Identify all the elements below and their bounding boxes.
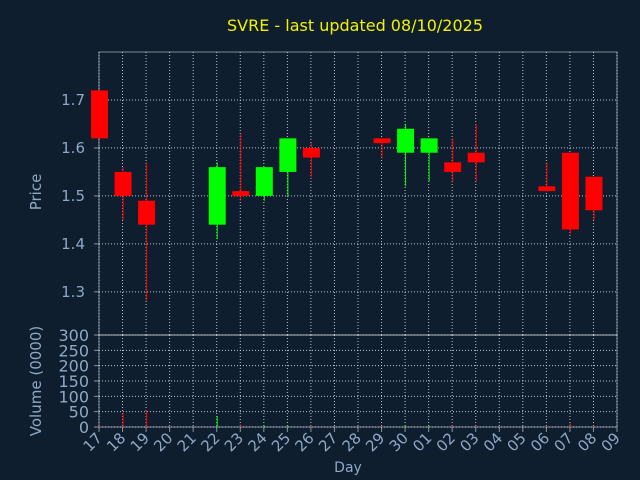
x-tick-label: 03 bbox=[456, 429, 482, 455]
x-tick-label: 18 bbox=[103, 429, 129, 455]
volume-bar bbox=[310, 425, 312, 427]
volume-bar bbox=[146, 410, 148, 427]
volume-bar bbox=[99, 426, 100, 427]
price-tick-label: 1.7 bbox=[61, 91, 85, 109]
x-tick-label: 05 bbox=[503, 429, 529, 455]
volume-tick-label: 250 bbox=[58, 341, 89, 360]
x-axis-label: Day bbox=[334, 460, 362, 476]
volume-bar bbox=[428, 426, 430, 427]
volume-tick-label: 0 bbox=[79, 418, 89, 437]
x-tick-label: 29 bbox=[362, 429, 388, 455]
candle-body bbox=[561, 152, 579, 230]
x-tick-label: 27 bbox=[315, 429, 341, 455]
volume-bar bbox=[546, 426, 548, 427]
volume-bar bbox=[216, 416, 218, 427]
volume-bar bbox=[405, 425, 407, 427]
volume-bar bbox=[122, 413, 124, 427]
candle-body bbox=[208, 167, 226, 225]
x-tick-label: 08 bbox=[574, 429, 600, 455]
x-tick-label: 09 bbox=[598, 429, 624, 455]
volume-tick-label: 150 bbox=[58, 372, 89, 391]
volume-bar bbox=[475, 426, 477, 427]
candle-body bbox=[114, 171, 132, 196]
x-tick-label: 23 bbox=[221, 429, 247, 455]
volume-bar bbox=[381, 426, 383, 427]
x-axis: 1718192021222324252627282930010203040506… bbox=[80, 427, 624, 455]
candle-body bbox=[444, 162, 462, 172]
candle-body bbox=[467, 152, 485, 163]
volume-tick-label: 200 bbox=[58, 357, 89, 376]
price-axis-label: Price bbox=[27, 174, 45, 211]
volume-bar bbox=[452, 425, 454, 427]
x-tick-label: 21 bbox=[174, 429, 200, 455]
x-tick-label: 04 bbox=[480, 429, 506, 455]
x-tick-label: 28 bbox=[339, 429, 365, 455]
candle-body bbox=[373, 138, 391, 144]
price-tick-label: 1.3 bbox=[61, 283, 85, 301]
chart-title: SVRE - last updated 08/10/2025 bbox=[227, 16, 483, 35]
volume-tick-label: 50 bbox=[69, 403, 89, 422]
candle-body bbox=[538, 186, 556, 192]
x-tick-label: 07 bbox=[551, 429, 577, 455]
x-tick-label: 01 bbox=[409, 429, 435, 455]
volume-axis-label: Volume (0000) bbox=[27, 326, 45, 436]
volume-bar bbox=[593, 425, 595, 427]
candle-body bbox=[255, 167, 273, 196]
x-tick-label: 02 bbox=[433, 429, 459, 455]
candle-body bbox=[420, 138, 438, 153]
x-tick-label: 24 bbox=[244, 429, 270, 455]
volume-bar bbox=[287, 425, 289, 427]
x-tick-label: 25 bbox=[268, 429, 294, 455]
price-tick-label: 1.4 bbox=[61, 235, 85, 253]
x-tick-label: 22 bbox=[197, 429, 223, 455]
price-tick-label: 1.5 bbox=[61, 187, 85, 205]
x-tick-label: 19 bbox=[127, 429, 153, 455]
x-tick-label: 06 bbox=[527, 429, 553, 455]
candle-body bbox=[138, 200, 156, 225]
candle-body bbox=[279, 138, 297, 172]
candle-body bbox=[585, 176, 603, 211]
volume-bar bbox=[263, 425, 265, 427]
price-tick-label: 1.6 bbox=[61, 139, 85, 157]
candle-body bbox=[91, 90, 108, 139]
candle-body bbox=[302, 147, 320, 158]
price-panel: 1.3 1.4 1.5 1.6 1.7 bbox=[61, 51, 618, 336]
volume-tick-label: 300 bbox=[58, 326, 89, 345]
candle-body bbox=[232, 191, 250, 196]
volume-bar bbox=[240, 424, 242, 427]
x-tick-label: 26 bbox=[292, 429, 318, 455]
x-tick-label: 20 bbox=[150, 429, 176, 455]
volume-bar bbox=[569, 423, 571, 427]
candle-body bbox=[397, 128, 415, 153]
x-tick-label: 30 bbox=[386, 429, 412, 455]
volume-tick-label: 100 bbox=[58, 387, 89, 406]
